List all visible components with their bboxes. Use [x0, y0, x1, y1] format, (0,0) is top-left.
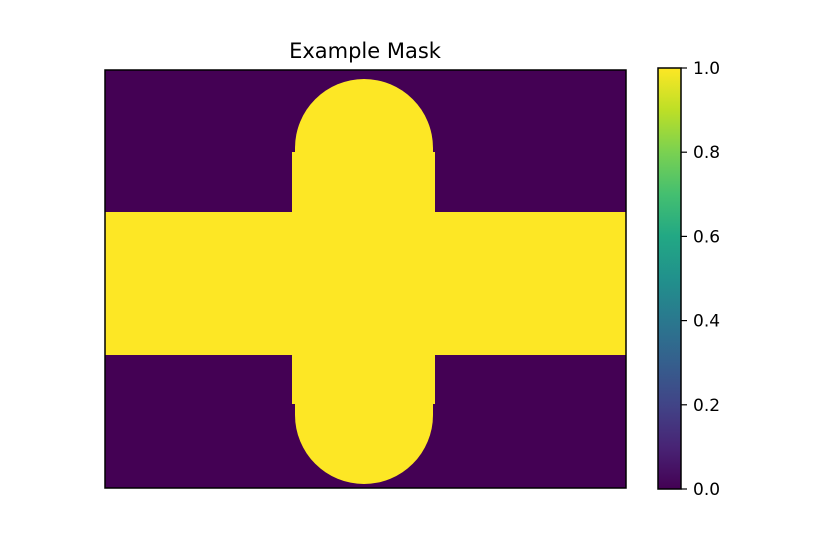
colorbar-tick-label: 0.8	[693, 143, 720, 163]
colorbar-frame	[657, 67, 682, 490]
heatmap	[105, 70, 626, 488]
mask-top-cap	[295, 79, 433, 152]
colorbar-tick-label: 0.2	[693, 396, 720, 416]
chart-title: Example Mask	[289, 39, 442, 63]
colorbar-tick-label: 0.6	[693, 227, 720, 247]
colorbar-ticks: 0.0 0.2 0.4 0.6 0.8 1.0	[681, 59, 720, 500]
colorbar: 0.0 0.2 0.4 0.6 0.8 1.0	[657, 59, 720, 500]
colorbar-tick-label: 0.4	[693, 312, 720, 332]
colorbar-gradient	[658, 68, 681, 489]
colorbar-tick-label: 1.0	[693, 59, 720, 79]
plot-frame	[104, 69, 627, 489]
mask-vertical-bar	[292, 152, 435, 404]
mask-foreground-region	[105, 79, 626, 484]
mask-bottom-cap	[295, 404, 433, 484]
colorbar-tick-label: 0.0	[693, 480, 720, 500]
